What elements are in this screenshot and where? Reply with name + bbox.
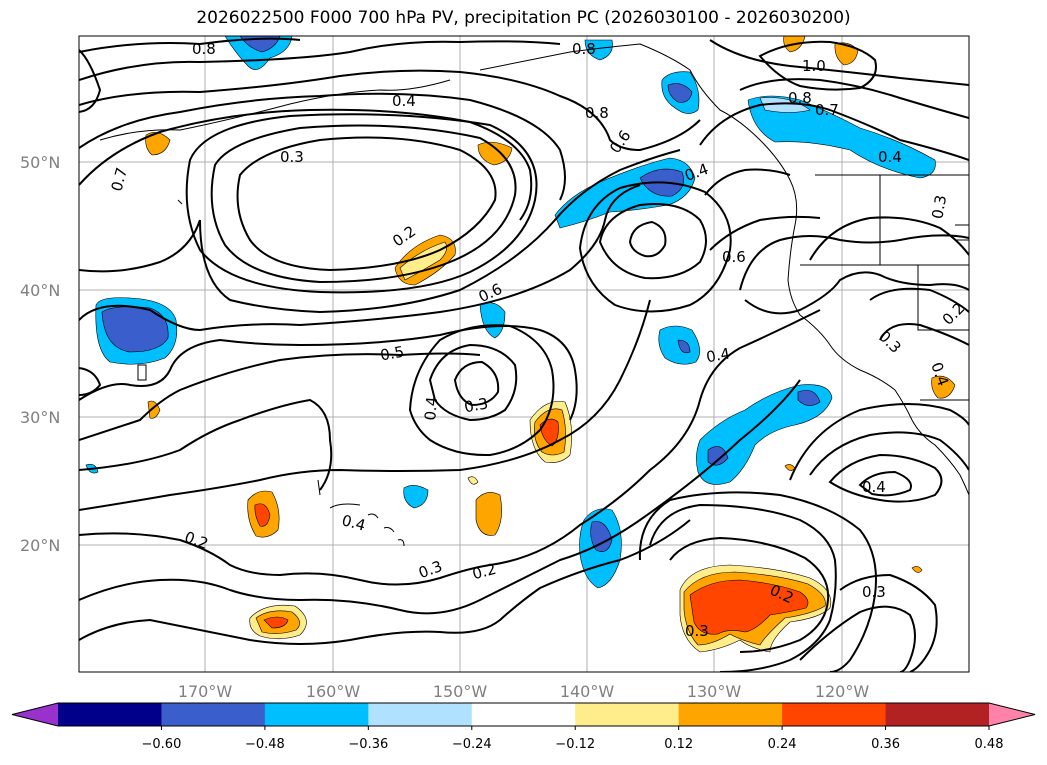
pv-contours — [79, 37, 969, 672]
longitude-labels: 170°W 160°W 150°W 140°W 130°W 120°W — [178, 682, 870, 701]
colorbar-segment — [885, 703, 990, 726]
colorbar-tick-label: 0.24 — [768, 737, 797, 752]
colorbar-outline — [11, 702, 1036, 727]
lat-label: 40°N — [20, 281, 60, 300]
lon-label: 150°W — [433, 682, 488, 701]
colorbar-extend-low — [12, 703, 58, 726]
contour-label: 0.7 — [815, 101, 839, 119]
contour-label: 0.4 — [862, 478, 886, 496]
contour-label: 0.8 — [788, 89, 812, 107]
colorbar-tick-label: −0.48 — [245, 737, 285, 752]
gridlines — [79, 36, 969, 672]
map-title: 2026022500 F000 700 hPa PV, precipitatio… — [196, 8, 851, 28]
lon-label: 170°W — [178, 682, 233, 701]
colorbar-tick-label: 0.12 — [664, 737, 693, 752]
colorbar-tick-label: −0.36 — [348, 737, 388, 752]
contour-label: 0.3 — [862, 583, 886, 601]
contour-label: 0.3 — [463, 394, 490, 416]
latitude-labels: 50°N 40°N 30°N 20°N — [20, 153, 60, 555]
contour-label: 0.3 — [928, 194, 950, 221]
contour-label: 0.4 — [705, 344, 732, 366]
contour-label: 0.8 — [585, 104, 609, 122]
colorbar-segments — [11, 702, 1036, 727]
contour-label: 0.4 — [421, 396, 441, 421]
contour-label: 0.3 — [280, 148, 304, 166]
colorbar-ticks: −0.60 −0.48 −0.36 −0.24 −0.12 0.12 0.24 0.36 0.4… — [142, 726, 1004, 752]
contour-label: 1.0 — [802, 57, 826, 75]
contour-label: 0.4 — [392, 92, 416, 110]
colorbar-segment — [678, 703, 783, 726]
colorbar-segment — [264, 703, 369, 726]
contour-label: 0.4 — [340, 511, 368, 535]
colorbar-segment — [575, 703, 680, 726]
lat-label: 50°N — [20, 153, 60, 172]
coastlines — [99, 43, 969, 547]
colorbar-tick-label: 0.36 — [871, 737, 900, 752]
contour-label: 0.4 — [878, 148, 902, 166]
contour-label: 0.3 — [685, 622, 709, 640]
lat-label: 30°N — [20, 408, 60, 427]
lon-label: 160°W — [306, 682, 361, 701]
colorbar-extend-high — [989, 703, 1035, 726]
contour-label: 0.7 — [108, 166, 132, 194]
lon-label: 130°W — [687, 682, 742, 701]
colorbar-tick-label: −0.12 — [555, 737, 595, 752]
colorbar-tick-label: 0.48 — [975, 737, 1004, 752]
contour-label: 0.5 — [379, 343, 406, 365]
lon-label: 140°W — [560, 682, 615, 701]
contour-label: 0.8 — [192, 40, 216, 58]
contour-label: 0.2 — [470, 560, 498, 584]
lat-label: 20°N — [20, 536, 60, 555]
colorbar-tick-label: −0.24 — [452, 737, 492, 752]
map-area: 0.8 0.8 1.0 0.8 0.7 0.4 0.8 0.6 0.4 0.3 … — [79, 36, 969, 672]
colorbar-tick-label: −0.60 — [142, 737, 182, 752]
contour-label: 0.6 — [722, 248, 746, 266]
lon-label: 120°W — [815, 682, 870, 701]
colorbar-segment — [58, 703, 162, 726]
colorbar-segment — [161, 703, 266, 726]
colorbar-segment — [471, 703, 576, 726]
colorbar-segment — [368, 703, 473, 726]
contour-label: 0.8 — [572, 40, 596, 58]
colorbar: −0.60 −0.48 −0.36 −0.24 −0.12 0.12 0.24 0.36 0.4… — [11, 702, 1036, 752]
colorbar-segment — [782, 703, 887, 726]
map-frame — [78, 35, 970, 673]
